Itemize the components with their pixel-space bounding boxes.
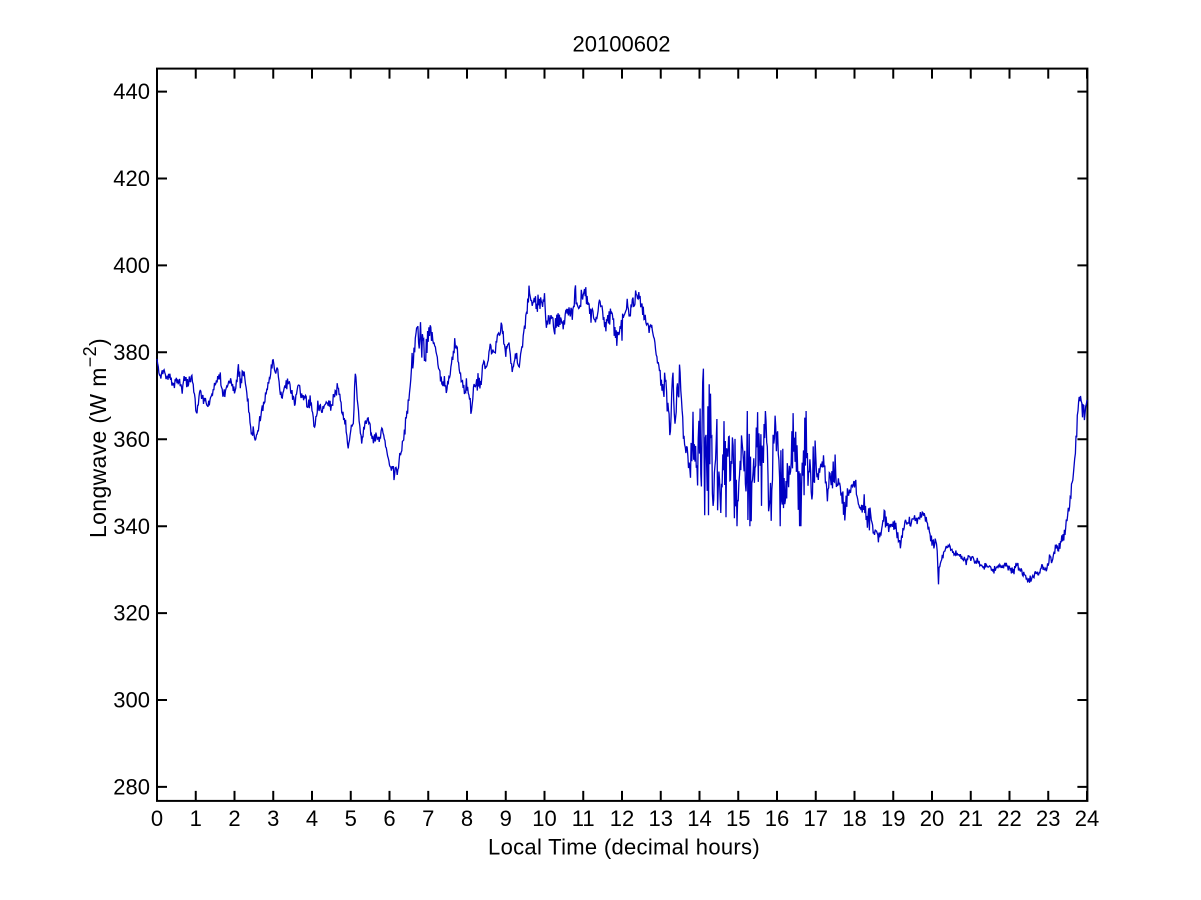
svg-text:Longwave (W m−2): Longwave (W m−2) — [80, 338, 111, 538]
svg-text:280: 280 — [113, 775, 150, 800]
svg-text:7: 7 — [422, 806, 434, 831]
svg-text:320: 320 — [113, 601, 150, 626]
svg-text:20: 20 — [920, 806, 944, 831]
svg-text:9: 9 — [500, 806, 512, 831]
svg-text:14: 14 — [687, 806, 711, 831]
svg-text:300: 300 — [113, 688, 150, 713]
svg-text:3: 3 — [267, 806, 279, 831]
svg-text:2: 2 — [228, 806, 240, 831]
svg-text:Local Time (decimal hours): Local Time (decimal hours) — [488, 835, 760, 860]
svg-text:19: 19 — [881, 806, 905, 831]
svg-text:6: 6 — [383, 806, 395, 831]
svg-text:21: 21 — [959, 806, 983, 831]
svg-text:16: 16 — [765, 806, 789, 831]
svg-text:11: 11 — [572, 806, 595, 831]
svg-text:15: 15 — [726, 806, 750, 831]
svg-text:22: 22 — [997, 806, 1021, 831]
svg-text:440: 440 — [113, 79, 150, 104]
svg-text:5: 5 — [345, 806, 357, 831]
svg-text:0: 0 — [151, 806, 163, 831]
svg-text:20100602: 20100602 — [573, 32, 671, 57]
svg-text:360: 360 — [113, 427, 150, 452]
svg-text:400: 400 — [113, 253, 150, 278]
svg-text:12: 12 — [610, 806, 634, 831]
svg-text:380: 380 — [113, 340, 150, 365]
svg-text:4: 4 — [306, 806, 318, 831]
svg-text:1: 1 — [190, 806, 202, 831]
svg-text:18: 18 — [842, 806, 866, 831]
svg-text:10: 10 — [532, 806, 556, 831]
svg-text:8: 8 — [461, 806, 473, 831]
svg-text:23: 23 — [1036, 806, 1060, 831]
svg-text:420: 420 — [113, 166, 150, 191]
svg-text:340: 340 — [113, 514, 150, 539]
svg-text:13: 13 — [649, 806, 673, 831]
svg-text:17: 17 — [804, 806, 828, 831]
svg-text:24: 24 — [1075, 806, 1099, 831]
